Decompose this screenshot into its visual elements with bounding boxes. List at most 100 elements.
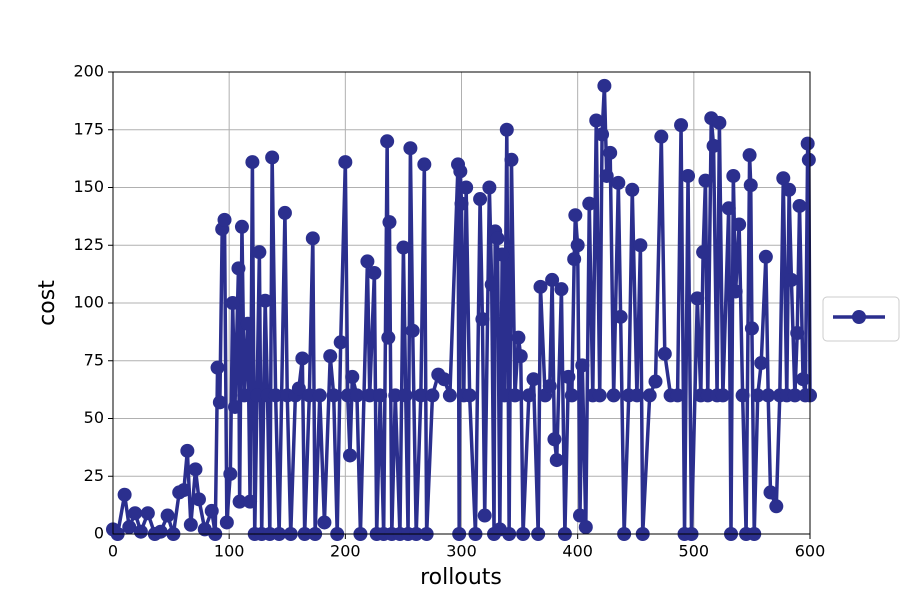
- data-point: [305, 231, 320, 246]
- data-point: [291, 381, 306, 396]
- data-point: [252, 245, 267, 260]
- data-point: [743, 178, 758, 193]
- x-tick-label: 500: [679, 542, 710, 561]
- data-point: [405, 323, 420, 338]
- data-point: [657, 346, 672, 361]
- data-point: [302, 388, 317, 403]
- data-point: [349, 388, 364, 403]
- data-point: [554, 282, 569, 297]
- data-point: [750, 388, 765, 403]
- y-tick-label: 75: [84, 350, 104, 369]
- data-point: [796, 372, 811, 387]
- data-point: [380, 134, 395, 149]
- data-point: [801, 152, 816, 167]
- data-point: [690, 291, 705, 306]
- data-point: [477, 508, 492, 523]
- data-point: [396, 240, 411, 255]
- data-point: [575, 358, 590, 373]
- data-point: [367, 265, 382, 280]
- data-point: [333, 335, 348, 350]
- data-point: [507, 388, 522, 403]
- data-point: [342, 448, 357, 463]
- data-point: [567, 252, 582, 267]
- data-point: [706, 138, 721, 153]
- data-point: [603, 145, 618, 160]
- data-point: [715, 388, 730, 403]
- data-point: [140, 506, 155, 521]
- data-point: [210, 360, 225, 375]
- data-point: [613, 309, 628, 324]
- data-point: [117, 487, 132, 502]
- data-point: [497, 388, 512, 403]
- data-point: [373, 388, 388, 403]
- data-point: [568, 208, 583, 223]
- data-point: [754, 356, 769, 371]
- data-point: [388, 388, 403, 403]
- data-point: [160, 508, 175, 523]
- data-point: [511, 330, 526, 345]
- y-tick-label: 150: [73, 177, 104, 196]
- x-tick-label: 600: [795, 542, 826, 561]
- y-tick-label: 0: [94, 524, 104, 543]
- data-point: [403, 141, 418, 156]
- data-point: [338, 155, 353, 170]
- data-point: [504, 152, 519, 167]
- data-point: [648, 374, 663, 389]
- data-point: [790, 326, 805, 341]
- data-point: [526, 372, 541, 387]
- data-point: [180, 443, 195, 458]
- y-tick-label: 50: [84, 408, 104, 427]
- x-tick-label: 200: [330, 542, 361, 561]
- data-point: [763, 485, 778, 500]
- data-point: [582, 196, 597, 211]
- data-point: [611, 175, 626, 190]
- data-point: [295, 351, 310, 366]
- data-point: [521, 388, 536, 403]
- data-point: [360, 254, 375, 269]
- legend: [822, 296, 900, 342]
- data-point: [237, 388, 252, 403]
- data-point: [413, 388, 428, 403]
- data-point: [499, 122, 514, 137]
- data-point: [698, 173, 713, 188]
- data-point: [484, 277, 499, 292]
- data-point: [442, 388, 457, 403]
- data-point: [670, 388, 685, 403]
- data-point: [223, 466, 238, 481]
- data-point: [792, 198, 807, 213]
- data-point: [787, 388, 802, 403]
- data-point: [495, 247, 510, 262]
- data-point: [758, 249, 773, 264]
- data-point: [240, 316, 255, 331]
- x-tick-label: 0: [108, 542, 118, 561]
- data-point: [345, 369, 360, 384]
- data-point: [533, 279, 548, 294]
- data-point: [642, 388, 657, 403]
- data-point: [217, 212, 232, 227]
- data-point: [592, 388, 607, 403]
- data-point: [721, 201, 736, 216]
- data-point: [726, 168, 741, 183]
- data-point: [219, 515, 234, 530]
- data-point: [742, 148, 757, 163]
- y-tick-label: 200: [73, 62, 104, 81]
- data-point: [769, 499, 784, 514]
- data-point: [133, 524, 148, 539]
- data-point: [381, 330, 396, 345]
- data-point: [437, 372, 452, 387]
- data-point: [561, 369, 576, 384]
- data-point: [454, 196, 469, 211]
- data-point: [475, 312, 490, 327]
- data-point: [227, 399, 242, 414]
- data-point: [578, 520, 593, 535]
- y-tick-label: 100: [73, 293, 104, 312]
- data-point: [258, 293, 273, 308]
- data-point: [633, 238, 648, 253]
- x-tick-label: 300: [446, 542, 477, 561]
- data-point: [744, 321, 759, 336]
- data-point: [197, 522, 212, 537]
- y-tick-label: 25: [84, 466, 104, 485]
- data-point: [542, 379, 557, 394]
- y-axis-label: cost: [35, 280, 60, 326]
- data-point: [188, 462, 203, 477]
